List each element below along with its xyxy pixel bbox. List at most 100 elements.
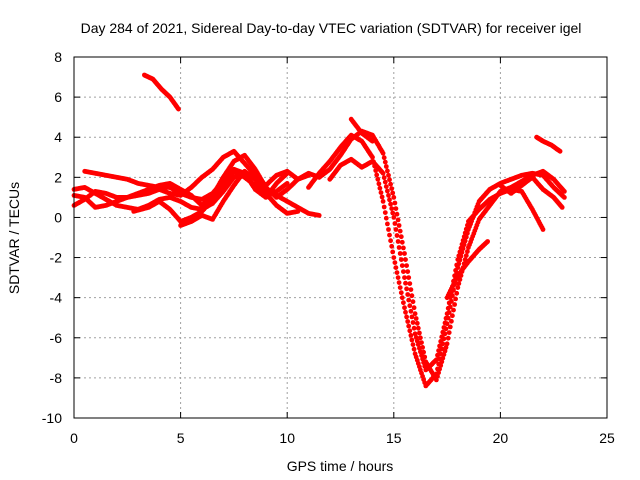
data-point xyxy=(404,263,409,268)
data-point xyxy=(437,343,442,349)
x-axis-label: GPS time / hours xyxy=(287,458,394,474)
data-point xyxy=(540,227,546,232)
data-point xyxy=(402,305,407,311)
grid-lines xyxy=(74,57,607,418)
data-point xyxy=(390,249,396,255)
data-point xyxy=(392,260,398,265)
data-point xyxy=(378,190,384,196)
data-point xyxy=(438,339,444,344)
data-point xyxy=(395,239,401,244)
data-point xyxy=(451,307,456,313)
data-point xyxy=(456,253,462,259)
data-point xyxy=(441,352,447,357)
x-tick-label: 0 xyxy=(70,430,78,446)
data-point xyxy=(442,348,448,354)
data-point xyxy=(392,221,398,226)
data-point xyxy=(399,239,405,245)
data-point xyxy=(461,234,467,240)
data-point xyxy=(398,290,404,296)
data-point xyxy=(176,106,181,112)
data-point xyxy=(441,325,447,330)
data-point xyxy=(460,238,466,243)
y-tick-label: 0 xyxy=(54,209,62,225)
data-point xyxy=(402,251,407,256)
data-point xyxy=(403,257,408,262)
data-point xyxy=(462,230,468,236)
data-point xyxy=(407,328,413,334)
data-point xyxy=(418,349,423,355)
data-point xyxy=(465,249,470,254)
data-point xyxy=(415,325,421,331)
data-point xyxy=(404,314,409,320)
data-point xyxy=(442,320,448,326)
y-tick-label: 6 xyxy=(54,89,62,105)
data-point xyxy=(390,210,396,216)
data-point xyxy=(406,323,412,329)
data-point xyxy=(410,299,416,305)
plot-frame xyxy=(73,56,608,419)
data-point xyxy=(383,215,389,221)
data-point xyxy=(459,241,465,247)
data-point xyxy=(434,377,439,383)
data-point xyxy=(382,159,388,165)
data-point xyxy=(397,251,403,256)
data-point xyxy=(394,233,400,238)
data-points xyxy=(71,72,567,389)
data-point xyxy=(398,234,404,240)
data-point xyxy=(452,302,457,307)
data-point xyxy=(383,184,389,190)
y-tick-label: -2 xyxy=(50,250,63,266)
data-point xyxy=(386,193,391,198)
data-point xyxy=(386,227,391,232)
data-point xyxy=(437,366,442,372)
data-point xyxy=(438,363,444,368)
data-point xyxy=(385,188,390,194)
data-point xyxy=(421,360,426,365)
data-point xyxy=(411,346,417,352)
data-point xyxy=(559,205,565,210)
data-point xyxy=(379,194,385,200)
data-point xyxy=(389,186,395,192)
data-point xyxy=(394,270,400,275)
data-point xyxy=(392,200,398,206)
data-point xyxy=(410,320,416,325)
data-point xyxy=(316,213,322,218)
data-point xyxy=(396,245,402,250)
data-point xyxy=(436,370,441,376)
y-tick-label: 4 xyxy=(54,129,62,145)
data-point xyxy=(402,275,407,280)
data-point xyxy=(408,333,414,338)
data-point xyxy=(456,281,462,286)
data-point xyxy=(435,373,440,379)
data-point xyxy=(485,239,490,244)
data-point xyxy=(455,285,461,290)
series-track-11 xyxy=(348,116,375,144)
y-tick-label: 2 xyxy=(54,169,62,185)
axis-ticks: 0 5 10 15 20 25 -10 -8 -6 -4 -2 0 2 4 6 8 xyxy=(42,49,615,446)
data-point xyxy=(388,238,393,244)
data-point xyxy=(389,206,395,212)
data-point xyxy=(411,325,417,331)
data-point xyxy=(439,359,445,365)
data-point xyxy=(413,316,419,321)
data-point xyxy=(412,331,418,337)
data-point xyxy=(444,311,450,317)
data-point xyxy=(395,275,401,280)
data-point xyxy=(444,341,450,347)
data-point xyxy=(370,154,375,160)
x-tick-label: 5 xyxy=(177,430,185,446)
data-point xyxy=(440,329,446,335)
series-track-10 xyxy=(327,156,546,373)
data-point xyxy=(391,255,397,260)
data-point xyxy=(446,330,452,335)
data-point xyxy=(396,280,402,285)
data-point xyxy=(399,295,405,301)
data-point xyxy=(562,189,567,194)
data-point xyxy=(417,345,422,351)
data-point xyxy=(386,172,391,178)
data-point xyxy=(393,265,399,270)
series-track-7 xyxy=(142,72,181,112)
data-point xyxy=(284,181,290,186)
data-point xyxy=(409,337,415,343)
